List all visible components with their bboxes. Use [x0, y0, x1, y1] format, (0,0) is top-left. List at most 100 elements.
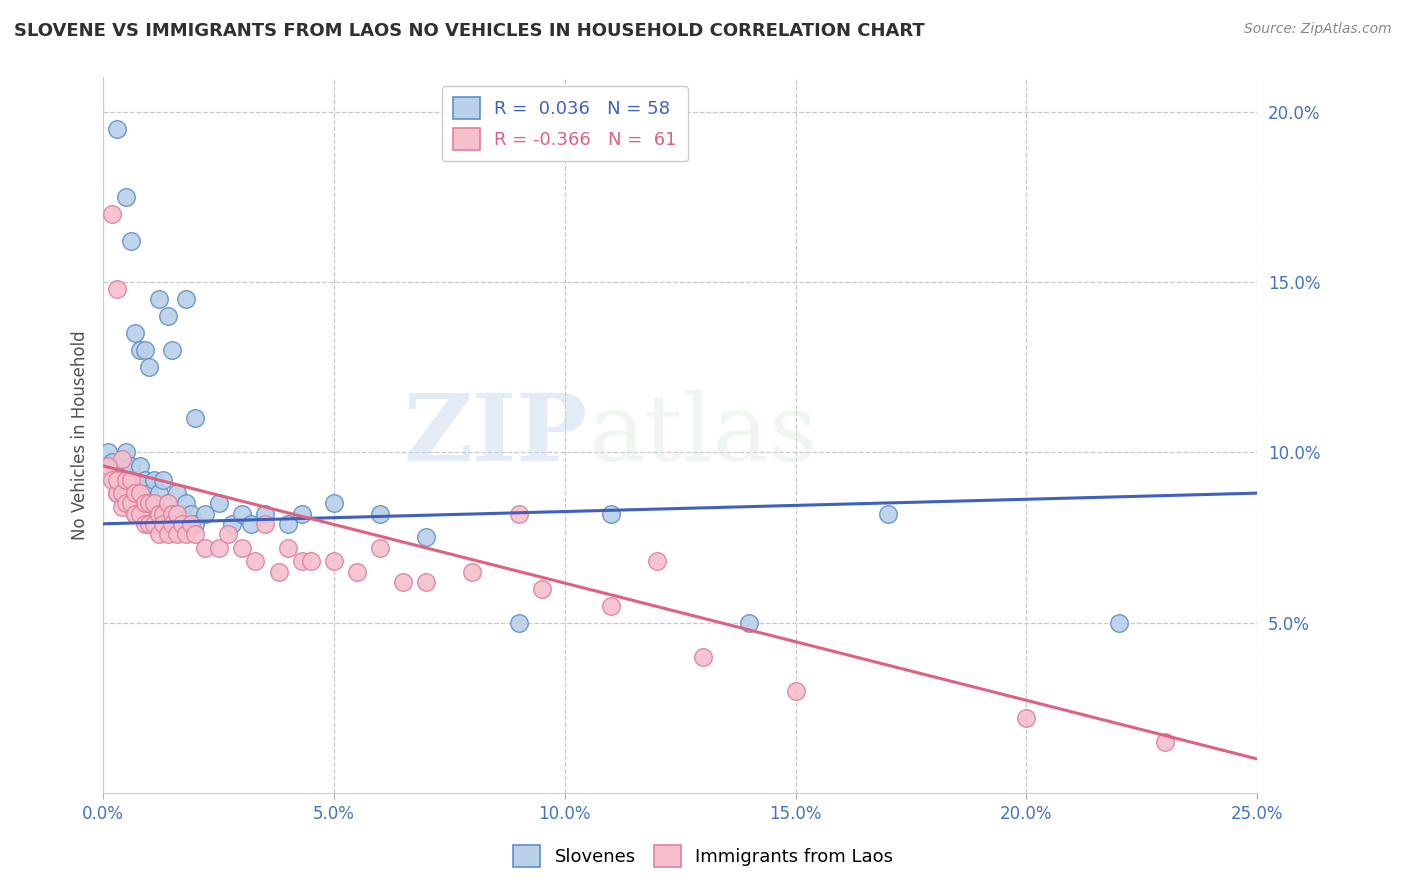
Point [115, 486, 138, 500]
Point [110, 458, 132, 473]
Point [184, 527, 207, 541]
Point [231, 507, 253, 521]
Point [110, 452, 132, 467]
Point [101, 455, 124, 469]
Point [166, 527, 188, 541]
Point [184, 516, 207, 531]
Point [101, 473, 124, 487]
Point [101, 207, 124, 221]
Point [322, 554, 344, 568]
Point [156, 309, 179, 323]
Point [508, 507, 530, 521]
Point [692, 649, 714, 664]
Point [129, 486, 152, 500]
Point [267, 565, 290, 579]
Point [152, 507, 174, 521]
Point [97, 458, 120, 473]
Point [194, 541, 217, 555]
Point [392, 574, 415, 589]
Point [124, 507, 146, 521]
Point [162, 507, 184, 521]
Text: Source: ZipAtlas.com: Source: ZipAtlas.com [1244, 22, 1392, 37]
Y-axis label: No Vehicles in Household: No Vehicles in Household [72, 330, 89, 540]
Point [180, 516, 202, 531]
Point [124, 507, 146, 521]
Legend: Slovenes, Immigrants from Laos: Slovenes, Immigrants from Laos [506, 838, 900, 874]
Point [170, 516, 193, 531]
Point [207, 541, 229, 555]
Point [170, 507, 193, 521]
Point [194, 507, 217, 521]
Point [110, 486, 132, 500]
Point [138, 360, 160, 375]
Point [299, 554, 322, 568]
Point [785, 683, 807, 698]
Point [239, 516, 262, 531]
Point [124, 326, 146, 340]
Point [138, 496, 160, 510]
Point [1015, 711, 1038, 725]
Legend: R =  0.036   N = 58, R = -0.366   N =  61: R = 0.036 N = 58, R = -0.366 N = 61 [441, 87, 688, 161]
Point [124, 473, 146, 487]
Point [245, 554, 267, 568]
Point [115, 496, 138, 510]
Point [291, 507, 314, 521]
Point [174, 292, 197, 306]
Point [115, 473, 138, 487]
Point [120, 234, 142, 248]
Point [253, 507, 276, 521]
Point [105, 473, 128, 487]
Point [134, 473, 156, 487]
Point [166, 486, 188, 500]
Point [129, 486, 152, 500]
Point [110, 500, 132, 514]
Point [415, 574, 437, 589]
Point [231, 541, 253, 555]
Point [508, 615, 530, 630]
Point [368, 507, 391, 521]
Point [142, 496, 165, 510]
Point [162, 343, 184, 357]
Point [174, 527, 197, 541]
Point [138, 507, 160, 521]
Point [599, 507, 621, 521]
Point [120, 458, 142, 473]
Point [461, 565, 484, 579]
Point [138, 516, 160, 531]
Text: SLOVENE VS IMMIGRANTS FROM LAOS NO VEHICLES IN HOUSEHOLD CORRELATION CHART: SLOVENE VS IMMIGRANTS FROM LAOS NO VEHIC… [14, 22, 925, 40]
Point [184, 411, 207, 425]
Point [152, 473, 174, 487]
Text: ZIP: ZIP [404, 390, 588, 480]
Point [142, 496, 165, 510]
Text: atlas: atlas [588, 390, 817, 480]
Point [156, 496, 179, 510]
Point [110, 473, 132, 487]
Point [124, 486, 146, 500]
Point [115, 445, 138, 459]
Point [599, 599, 621, 613]
Point [1108, 615, 1130, 630]
Point [115, 190, 138, 204]
Point [277, 541, 299, 555]
Point [105, 486, 128, 500]
Point [105, 121, 128, 136]
Point [148, 507, 170, 521]
Point [152, 516, 174, 531]
Point [645, 554, 668, 568]
Point [105, 486, 128, 500]
Point [105, 282, 128, 296]
Point [530, 582, 553, 596]
Point [346, 565, 368, 579]
Point [738, 615, 761, 630]
Point [221, 516, 243, 531]
Point [142, 473, 165, 487]
Point [166, 507, 188, 521]
Point [876, 507, 898, 521]
Point [217, 527, 239, 541]
Point [134, 496, 156, 510]
Point [368, 541, 391, 555]
Point [129, 458, 152, 473]
Point [1153, 735, 1175, 749]
Point [134, 496, 156, 510]
Point [156, 527, 179, 541]
